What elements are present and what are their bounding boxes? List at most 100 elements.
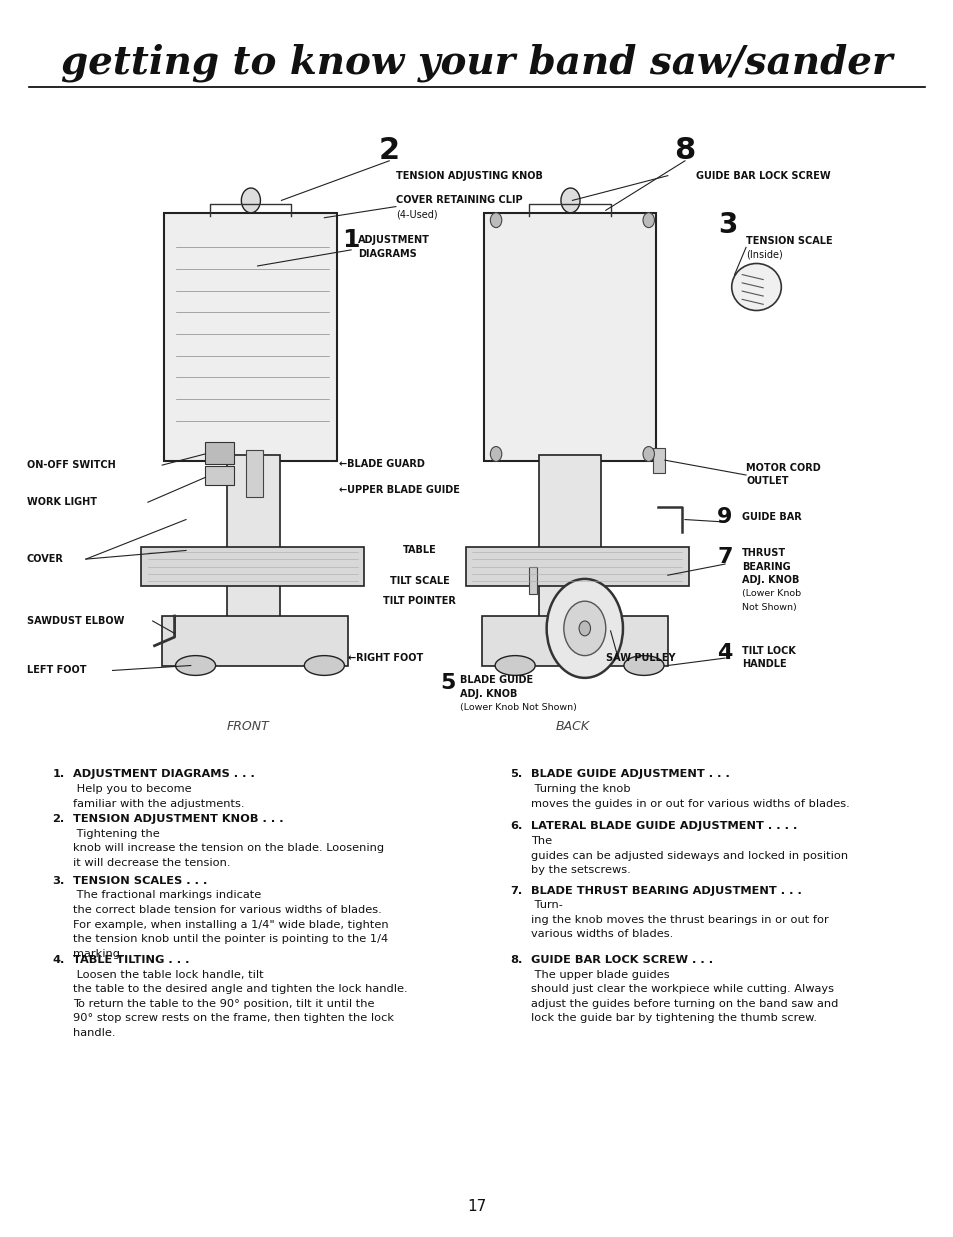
Text: 3.: 3.: [52, 876, 65, 886]
Bar: [246, 450, 263, 497]
FancyBboxPatch shape: [164, 213, 336, 461]
Text: Loosen the table lock handle, tilt: Loosen the table lock handle, tilt: [73, 970, 264, 980]
Text: familiar with the adjustments.: familiar with the adjustments.: [73, 799, 245, 809]
Text: 3: 3: [718, 212, 737, 239]
Ellipse shape: [495, 656, 535, 675]
Text: GUIDE BAR: GUIDE BAR: [741, 512, 801, 522]
Text: BLADE GUIDE: BLADE GUIDE: [459, 675, 533, 685]
Text: ADJUSTMENT: ADJUSTMENT: [357, 235, 429, 245]
Text: 4.: 4.: [52, 955, 65, 965]
Text: the correct blade tension for various widths of blades.: the correct blade tension for various wi…: [73, 905, 382, 915]
Bar: [529, 567, 537, 594]
Text: OUTLET: OUTLET: [745, 476, 788, 486]
Text: ←BLADE GUARD: ←BLADE GUARD: [338, 459, 424, 469]
Text: lock the guide bar by tightening the thumb screw.: lock the guide bar by tightening the thu…: [531, 1013, 817, 1023]
Text: SAWDUST ELBOW: SAWDUST ELBOW: [27, 616, 124, 626]
Text: the tension knob until the pointer is pointing to the 1/4: the tension knob until the pointer is po…: [73, 934, 388, 944]
Text: 6.: 6.: [510, 821, 522, 831]
Text: BLADE THRUST BEARING ADJUSTMENT . . .: BLADE THRUST BEARING ADJUSTMENT . . .: [531, 886, 801, 896]
Text: BLADE GUIDE ADJUSTMENT . . .: BLADE GUIDE ADJUSTMENT . . .: [531, 769, 729, 779]
Text: DIAGRAMS: DIAGRAMS: [357, 249, 416, 259]
FancyBboxPatch shape: [465, 547, 688, 586]
Text: various widths of blades.: various widths of blades.: [531, 929, 673, 939]
Text: LATERAL BLADE GUIDE ADJUSTMENT . . . .: LATERAL BLADE GUIDE ADJUSTMENT . . . .: [531, 821, 797, 831]
Text: moves the guides in or out for various widths of blades.: moves the guides in or out for various w…: [531, 799, 849, 809]
Circle shape: [578, 621, 590, 636]
Text: Help you to become: Help you to become: [73, 784, 192, 794]
Text: (Lower Knob Not Shown): (Lower Knob Not Shown): [459, 703, 577, 713]
Circle shape: [241, 188, 260, 213]
Text: TENSION ADJUSTMENT KNOB . . .: TENSION ADJUSTMENT KNOB . . .: [73, 814, 284, 824]
Text: it will decrease the tension.: it will decrease the tension.: [73, 857, 231, 867]
Text: Turning the knob: Turning the knob: [531, 784, 630, 794]
Text: The upper blade guides: The upper blade guides: [531, 970, 669, 980]
Circle shape: [490, 213, 501, 228]
Text: TILT SCALE: TILT SCALE: [390, 576, 449, 586]
Text: BEARING: BEARING: [741, 562, 790, 571]
Text: FRONT: FRONT: [227, 720, 269, 732]
Text: COVER RETAINING CLIP: COVER RETAINING CLIP: [395, 195, 522, 205]
Text: getting to know your band saw/sander: getting to know your band saw/sander: [61, 43, 892, 82]
FancyBboxPatch shape: [141, 547, 364, 586]
Text: Not Shown): Not Shown): [741, 602, 796, 612]
Text: HANDLE: HANDLE: [741, 659, 786, 669]
Text: SAW PULLEY: SAW PULLEY: [605, 653, 675, 663]
Text: TILT POINTER: TILT POINTER: [383, 596, 456, 606]
Bar: [205, 466, 233, 485]
Text: 8.: 8.: [510, 955, 522, 965]
Circle shape: [546, 579, 622, 678]
Text: 2: 2: [378, 136, 399, 166]
Text: For example, when installing a 1/4" wide blade, tighten: For example, when installing a 1/4" wide…: [73, 919, 389, 929]
Text: handle.: handle.: [73, 1028, 116, 1038]
Text: COVER: COVER: [27, 554, 64, 564]
Text: knob will increase the tension on the blade. Loosening: knob will increase the tension on the bl…: [73, 844, 384, 854]
Text: LEFT FOOT: LEFT FOOT: [27, 666, 86, 675]
Text: 5.: 5.: [510, 769, 522, 779]
Text: 90° stop screw rests on the frame, then tighten the lock: 90° stop screw rests on the frame, then …: [73, 1013, 394, 1023]
Bar: [205, 442, 233, 464]
Text: Turn-: Turn-: [531, 901, 562, 910]
Circle shape: [642, 213, 654, 228]
Text: 2.: 2.: [52, 814, 65, 824]
Text: WORK LIGHT: WORK LIGHT: [27, 497, 96, 507]
Bar: [481, 616, 667, 666]
Text: ←RIGHT FOOT: ←RIGHT FOOT: [348, 653, 423, 663]
Circle shape: [560, 188, 579, 213]
Circle shape: [563, 601, 605, 656]
Text: adjust the guides before turning on the band saw and: adjust the guides before turning on the …: [531, 998, 838, 1008]
Text: TENSION SCALES . . .: TENSION SCALES . . .: [73, 876, 208, 886]
Text: (Lower Knob: (Lower Knob: [741, 589, 801, 599]
Bar: [538, 455, 600, 618]
Text: GUIDE BAR LOCK SCREW . . .: GUIDE BAR LOCK SCREW . . .: [531, 955, 713, 965]
Bar: [653, 448, 664, 473]
Text: guides can be adjusted sideways and locked in position: guides can be adjusted sideways and lock…: [531, 851, 847, 861]
Text: Tightening the: Tightening the: [73, 829, 160, 839]
Text: 9: 9: [717, 507, 732, 527]
Text: BACK: BACK: [555, 720, 589, 732]
Text: ON-OFF SWITCH: ON-OFF SWITCH: [27, 460, 115, 470]
Text: TABLE: TABLE: [402, 546, 436, 555]
Text: marking.: marking.: [73, 949, 124, 959]
Text: (Inside): (Inside): [745, 250, 782, 260]
Text: The fractional markings indicate: The fractional markings indicate: [73, 891, 261, 901]
Text: 1.: 1.: [52, 769, 65, 779]
Text: TENSION ADJUSTING KNOB: TENSION ADJUSTING KNOB: [395, 171, 542, 181]
Text: 5: 5: [440, 673, 456, 693]
Text: ing the knob moves the thrust bearings in or out for: ing the knob moves the thrust bearings i…: [531, 915, 828, 925]
Ellipse shape: [175, 656, 215, 675]
Text: (4-Used): (4-Used): [395, 209, 437, 219]
Text: ←UPPER BLADE GUIDE: ←UPPER BLADE GUIDE: [338, 485, 459, 495]
Text: ADJ. KNOB: ADJ. KNOB: [741, 575, 799, 585]
Text: THRUST: THRUST: [741, 548, 785, 558]
Text: 4: 4: [717, 643, 732, 663]
Text: GUIDE BAR LOCK SCREW: GUIDE BAR LOCK SCREW: [696, 171, 830, 181]
Text: by the setscrews.: by the setscrews.: [531, 865, 631, 875]
Text: 1: 1: [342, 228, 359, 252]
Text: 7: 7: [717, 547, 732, 567]
Text: MOTOR CORD: MOTOR CORD: [745, 463, 820, 473]
Text: To return the table to the 90° position, tilt it until the: To return the table to the 90° position,…: [73, 998, 375, 1008]
Text: ADJUSTMENT DIAGRAMS . . .: ADJUSTMENT DIAGRAMS . . .: [73, 769, 255, 779]
FancyBboxPatch shape: [483, 213, 656, 461]
Text: ADJ. KNOB: ADJ. KNOB: [459, 689, 517, 699]
Text: TABLE TILTING . . .: TABLE TILTING . . .: [73, 955, 190, 965]
